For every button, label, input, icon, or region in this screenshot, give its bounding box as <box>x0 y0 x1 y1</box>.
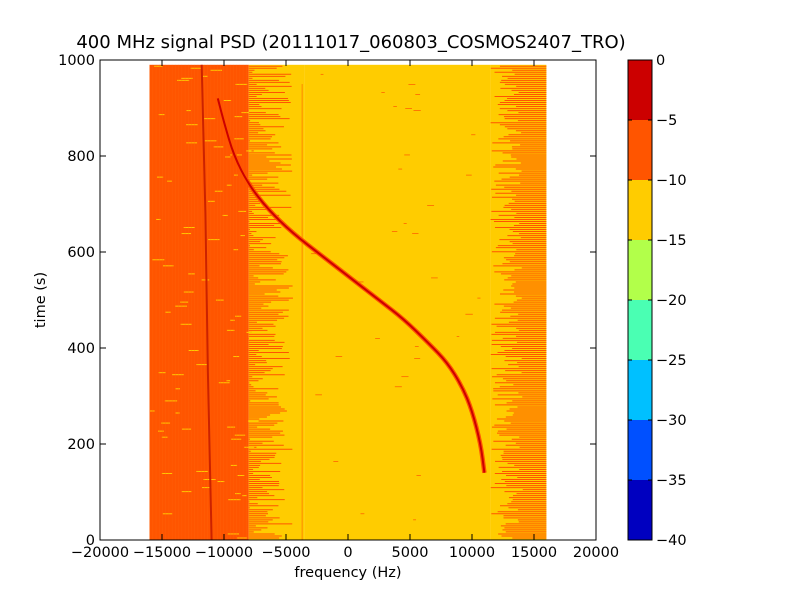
colorbar-tick-label: −5 <box>656 113 677 129</box>
colorbar-band <box>628 420 652 480</box>
x-axis-ticks: −20000 −15000 −10000 −5000 0 5000 10000 15000 20… <box>71 60 619 561</box>
colorbar-ticks: 0 −5 −10 −15 −20 −25 −30 −35 −40 <box>628 53 687 549</box>
colorbar-band <box>628 300 652 360</box>
x-tick-label: 10000 <box>449 545 495 561</box>
colorbar-tick-label: −10 <box>656 173 687 189</box>
psd-region-1 <box>149 64 249 540</box>
y-tick-label: 0 <box>86 533 95 549</box>
colorbar-band <box>628 240 652 300</box>
colorbar-band <box>628 480 652 540</box>
x-tick-label: −5000 <box>261 545 310 561</box>
x-tick-label: 20000 <box>573 545 619 561</box>
colorbar-tick-label: −15 <box>656 233 687 249</box>
psd-heatmap <box>149 64 547 540</box>
colorbar-tick-label: 0 <box>656 53 665 69</box>
y-tick-label: 800 <box>67 149 95 165</box>
x-tick-label: 15000 <box>511 545 557 561</box>
x-tick-label: −10000 <box>195 545 253 561</box>
colorbar-tick-label: −35 <box>656 473 687 489</box>
y-tick-label: 400 <box>67 341 95 357</box>
psd-noise-texture <box>149 64 547 540</box>
colorbar-band <box>628 180 652 240</box>
y-tick-label: 200 <box>67 437 95 453</box>
x-axis-label: frequency (Hz) <box>294 565 401 581</box>
colorbar-bands <box>628 60 652 540</box>
colorbar-tick-label: −30 <box>656 413 687 429</box>
x-tick-label: −20000 <box>71 545 129 561</box>
carrier-line <box>200 64 213 540</box>
colorbar-tick-label: −40 <box>656 533 687 549</box>
y-tick-label: 600 <box>67 245 95 261</box>
plot-area: −20000 −15000 −10000 −5000 0 5000 10000 15000 20… <box>58 53 619 561</box>
colorbar-band <box>628 360 652 420</box>
x-tick-label: 5000 <box>392 545 429 561</box>
colorbar-band <box>628 120 652 180</box>
x-tick-label: 0 <box>343 545 352 561</box>
colorbar-tick-label: −20 <box>656 293 687 309</box>
y-axis-label: time (s) <box>33 272 49 328</box>
colorbar-tick-label: −25 <box>656 353 687 369</box>
doppler-trace <box>216 98 486 473</box>
psd-region-3 <box>304 64 491 540</box>
y-tick-label: 1000 <box>58 53 95 69</box>
colorbar: 0 −5 −10 −15 −20 −25 −30 −35 −40 <box>627 53 687 549</box>
colorbar-band <box>628 60 652 120</box>
x-tick-label: −15000 <box>133 545 191 561</box>
y-axis-ticks: 0 200 400 600 800 1000 <box>58 53 596 549</box>
chart-title: 400 MHz signal PSD (20111017_060803_COSM… <box>76 32 625 53</box>
